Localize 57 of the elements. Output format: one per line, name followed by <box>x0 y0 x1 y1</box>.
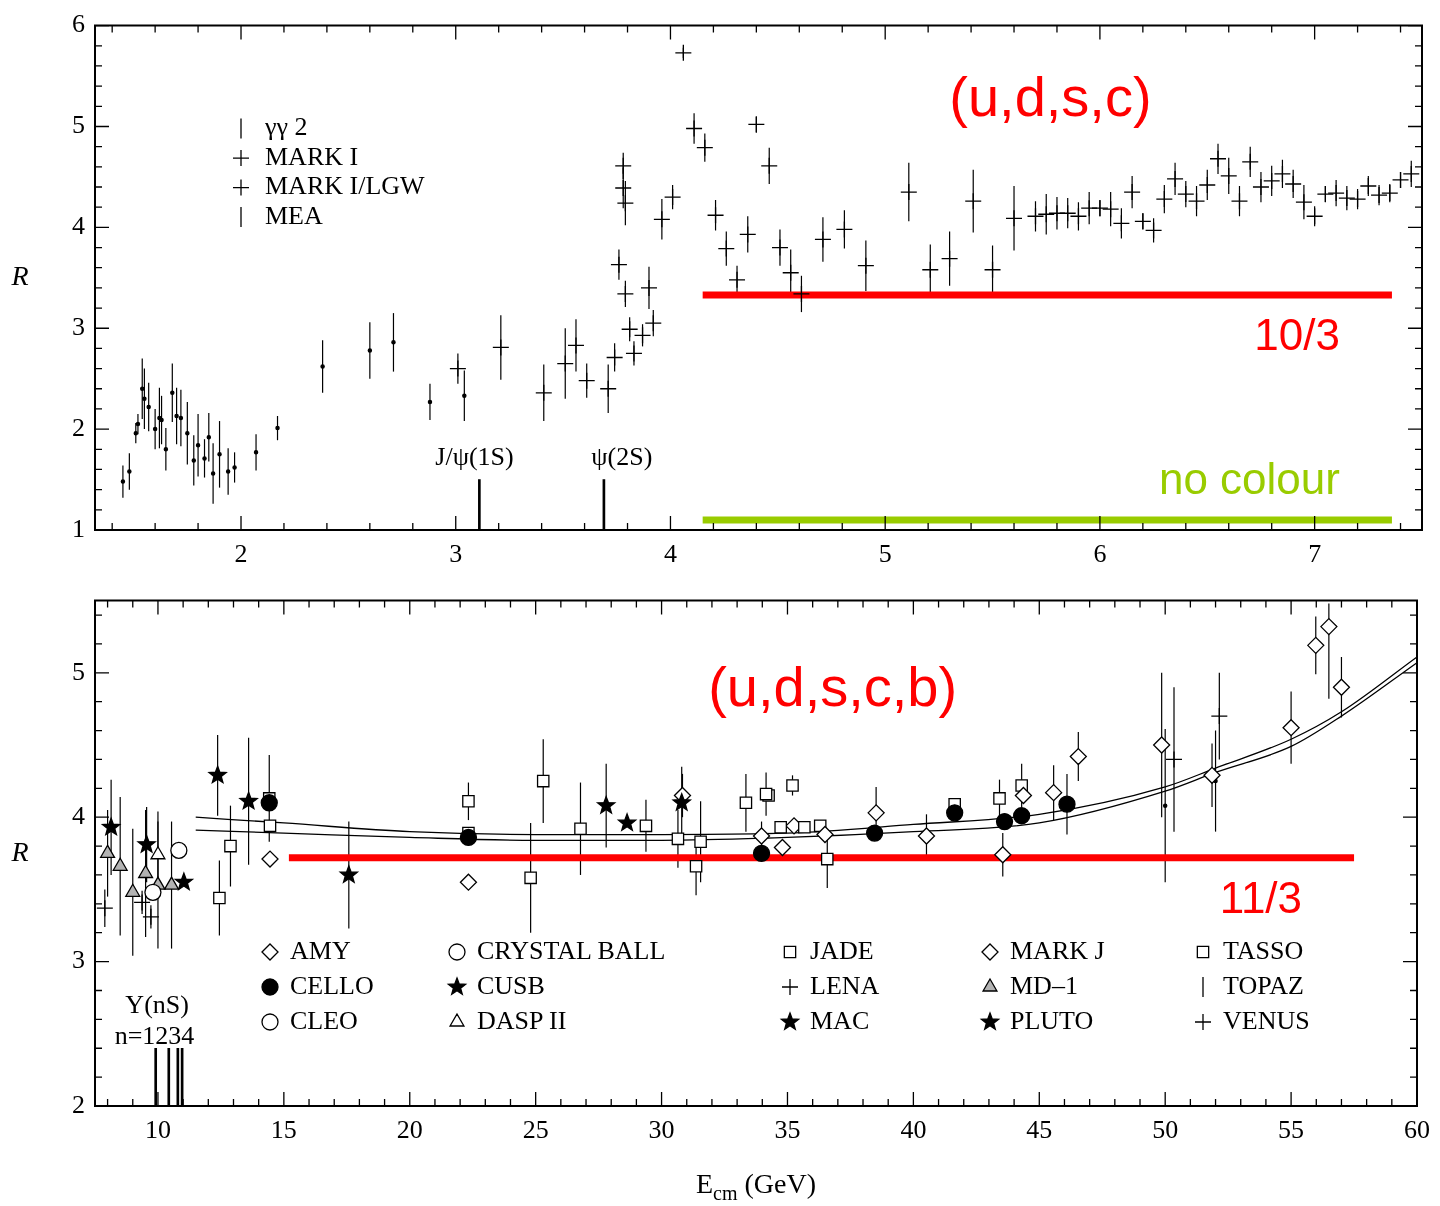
legend-label: CLEO <box>290 1005 358 1035</box>
series-label: 10/3 <box>1254 310 1340 360</box>
x-tick-label: 30 <box>648 1115 675 1145</box>
x-tick-label: 4 <box>663 539 677 569</box>
x-tick-label: 10 <box>144 1115 171 1145</box>
legend-label: LENA <box>810 970 880 1000</box>
x-tick-label: 3 <box>449 539 463 569</box>
y-tick-label: 5 <box>72 110 85 140</box>
x-tick-label: 50 <box>1152 1115 1179 1145</box>
x-tick-label: 45 <box>1026 1115 1053 1145</box>
y-tick-label: 3 <box>72 945 85 975</box>
x-tick-label: 6 <box>1093 539 1107 569</box>
x-tick-label: 5 <box>878 539 892 569</box>
x-tick-label: 35 <box>774 1115 801 1145</box>
y-tick-label: 2 <box>72 1089 85 1119</box>
x-tick-label: 2 <box>234 539 248 569</box>
y-tick-label: 4 <box>72 211 85 241</box>
legend-label: CRYSTAL BALL <box>477 935 666 965</box>
y-tick-label: 3 <box>72 312 85 342</box>
y-tick-label: 4 <box>72 801 85 831</box>
legend-label: CELLO <box>290 970 374 1000</box>
annotation: Υ(nS) <box>125 989 189 1019</box>
y-tick-label: 6 <box>72 9 85 39</box>
legend-label: CUSB <box>477 970 545 1000</box>
legend-label: MARK I/LGW <box>265 171 426 201</box>
legend-label: γγ 2 <box>264 112 308 142</box>
legend-label: MARK I <box>265 141 359 171</box>
x-tick-label: 7 <box>1308 539 1322 569</box>
series-label: no colour <box>1158 454 1340 504</box>
legend-label: MD–1 <box>1010 970 1078 1000</box>
x-tick-label: 25 <box>522 1115 549 1145</box>
x-tick-label: 60 <box>1404 1115 1430 1145</box>
x-tick-label: 15 <box>270 1115 297 1145</box>
annotation: n=1234 <box>114 1021 195 1051</box>
legend-label: TOPAZ <box>1223 970 1304 1000</box>
x-tick-label: 55 <box>1278 1115 1305 1145</box>
x-tick-label: 20 <box>396 1115 423 1145</box>
y-tick-label: 1 <box>72 513 85 543</box>
legend-label: MEA <box>265 200 323 230</box>
legend-label: TASSO <box>1223 935 1304 965</box>
annotation: (u,d,s,c) <box>949 65 1152 129</box>
annotation: ψ(2S) <box>591 441 653 471</box>
legend-label: MAC <box>810 1005 870 1035</box>
x-tick-label: 40 <box>900 1115 927 1145</box>
legend-label: JADE <box>810 935 874 965</box>
legend-label: PLUTO <box>1010 1005 1094 1035</box>
legend-label: VENUS <box>1223 1005 1310 1035</box>
y-axis-title: R <box>10 835 29 867</box>
series-label: 11/3 <box>1219 872 1303 922</box>
y-tick-label: 5 <box>72 656 85 686</box>
legend-label: MARK J <box>1010 935 1105 965</box>
legend-label: DASP II <box>477 1005 567 1035</box>
y-tick-label: 2 <box>72 412 85 442</box>
legend-label: AMY <box>290 935 351 965</box>
annotation: (u,d,s,c,b) <box>708 655 958 718</box>
y-axis-title: R <box>10 260 29 292</box>
annotation: J/ψ(1S) <box>435 441 514 471</box>
